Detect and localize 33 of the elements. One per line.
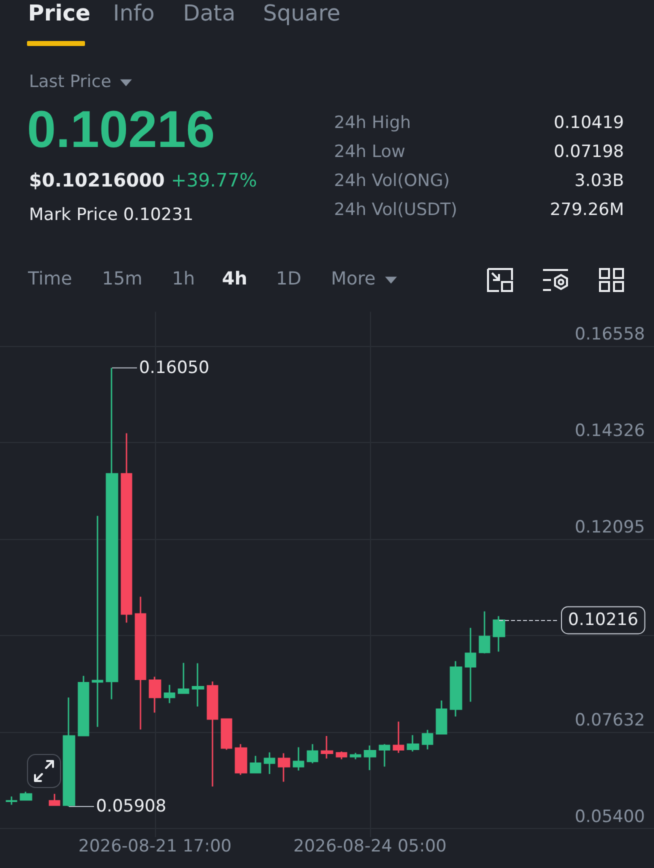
- ref-line-label: 0.10216: [568, 610, 638, 630]
- text: 15m: [102, 268, 142, 290]
- text: 4h: [222, 268, 248, 290]
- text: 24h Low: [334, 142, 406, 163]
- text: 3.03B: [574, 171, 624, 192]
- annotation: 0.05908: [96, 796, 166, 817]
- text: Info: [113, 1, 155, 27]
- text: Price: [28, 1, 90, 27]
- x-tick-label: 2026-08-21 17:00: [78, 836, 232, 857]
- text: $0.10216000: [29, 170, 165, 192]
- text: 1D: [276, 268, 302, 290]
- text: Last Price: [29, 72, 112, 93]
- text: Square: [263, 1, 340, 27]
- text: 24h Vol(ONG): [334, 171, 450, 192]
- y-tick-label: 0.05400: [574, 807, 645, 827]
- text: 1h: [172, 268, 195, 290]
- y-tick-label: 0.16558: [574, 324, 645, 344]
- text: 0.10419: [554, 113, 624, 134]
- text: Data: [183, 1, 236, 27]
- y-tick-label: 0.12095: [574, 517, 645, 538]
- text: More: [331, 268, 376, 290]
- text: 24h Vol(USDT): [334, 200, 458, 221]
- y-tick-label: 0.07632: [574, 710, 645, 730]
- text: 0.07198: [554, 142, 624, 163]
- y-tick-label: 0.14326: [574, 420, 645, 441]
- annotation: 0.16050: [138, 358, 210, 378]
- text: Mark Price 0.10231: [29, 205, 194, 226]
- text: 24h High: [334, 113, 411, 134]
- text: +39.77%: [171, 170, 258, 192]
- text: 279.26M: [550, 200, 624, 221]
- text: Time: [28, 268, 72, 290]
- x-tick-label: 2026-08-24 05:00: [293, 836, 447, 857]
- text: 0.10216: [27, 101, 215, 161]
